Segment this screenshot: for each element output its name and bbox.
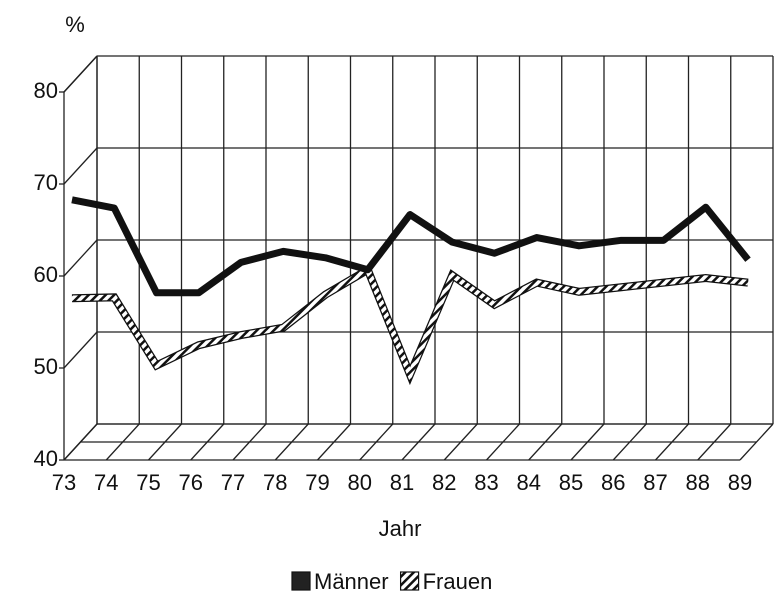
x-tick-label: 87 <box>643 470 667 495</box>
floor-line <box>739 423 774 461</box>
legend-swatch <box>291 571 311 591</box>
floor-line <box>148 423 182 461</box>
floor-line <box>655 423 689 461</box>
floor-line <box>232 423 267 461</box>
series-line <box>71 265 749 382</box>
x-tick-label: 84 <box>517 470 541 495</box>
floor-line <box>528 423 563 461</box>
x-tick-label: 78 <box>263 470 287 495</box>
grid-depth <box>63 147 98 185</box>
grid-depth <box>63 331 98 369</box>
legend-label: Männer <box>314 569 389 594</box>
y-tick-label: 80 <box>34 78 58 103</box>
x-tick-label: 83 <box>474 470 498 495</box>
floor-line <box>697 423 732 461</box>
x-tick-label: 86 <box>601 470 625 495</box>
floor-line <box>105 423 140 461</box>
floor-line <box>274 423 309 461</box>
x-tick-label: 89 <box>728 470 752 495</box>
legend-swatch <box>399 571 420 591</box>
legend-label: Frauen <box>423 569 493 594</box>
x-tick-label: 81 <box>390 470 414 495</box>
y-tick-label: 60 <box>34 262 58 287</box>
x-tick-label: 79 <box>305 470 329 495</box>
x-tick-label: 80 <box>348 470 372 495</box>
y-tick-label: 40 <box>34 446 58 471</box>
floor-line <box>570 423 605 461</box>
y-tick-label: 50 <box>34 354 58 379</box>
floor-line <box>401 423 436 461</box>
floor-line <box>63 423 98 461</box>
x-axis-label: Jahr <box>379 516 422 541</box>
x-tick-label: 82 <box>432 470 456 495</box>
x-tick-label: 85 <box>559 470 583 495</box>
grid-depth <box>63 239 98 277</box>
grid-depth <box>63 55 98 93</box>
floor-line <box>612 423 647 461</box>
floor-line <box>359 423 394 461</box>
floor-line <box>317 423 351 461</box>
x-tick-label: 88 <box>686 470 710 495</box>
floor-line <box>486 423 520 461</box>
y-axis-label: % <box>65 12 85 37</box>
y-tick-label: 70 <box>34 170 58 195</box>
floor-line <box>443 423 478 461</box>
series-line <box>71 196 751 297</box>
x-tick-label: 73 <box>52 470 76 495</box>
floor-line <box>190 423 225 461</box>
x-tick-label: 75 <box>136 470 160 495</box>
x-tick-label: 76 <box>179 470 203 495</box>
x-tick-label: 74 <box>94 470 118 495</box>
x-tick-label: 77 <box>221 470 245 495</box>
